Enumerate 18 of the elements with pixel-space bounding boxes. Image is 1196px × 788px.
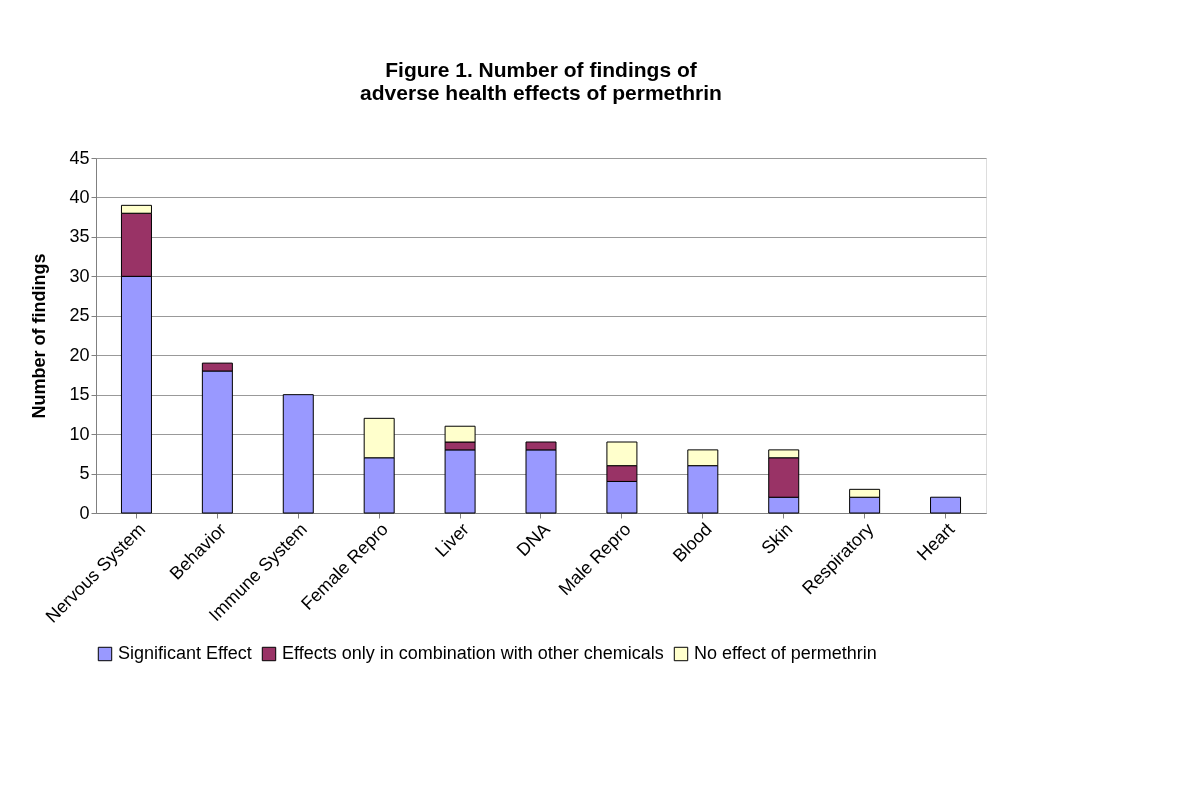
y-tick-label: 15 xyxy=(69,384,90,405)
y-tick-label: 10 xyxy=(69,423,90,444)
y-tick-label: 5 xyxy=(79,463,90,484)
legend-label: No effect of permethrin xyxy=(694,643,877,663)
y-tick-label: 40 xyxy=(69,186,90,207)
legend-label: Significant Effect xyxy=(118,643,252,663)
y-tick-label: 20 xyxy=(69,344,90,365)
legend-label: Effects only in combination with other chemicals xyxy=(282,643,664,663)
y-tick-label: 30 xyxy=(69,265,90,286)
y-axis-title: Number of findings xyxy=(29,253,50,419)
y-tick-label: 45 xyxy=(69,147,90,168)
bar xyxy=(282,394,314,514)
y-tick-label: 35 xyxy=(69,226,90,247)
bar xyxy=(930,496,962,514)
y-tick-label: 0 xyxy=(79,502,90,523)
chart-title: Figure 1. Number of findings of adverse health effects of permethrin xyxy=(360,58,722,104)
y-tick-label: 25 xyxy=(69,305,90,326)
x-tick-label: Skin xyxy=(757,519,797,558)
